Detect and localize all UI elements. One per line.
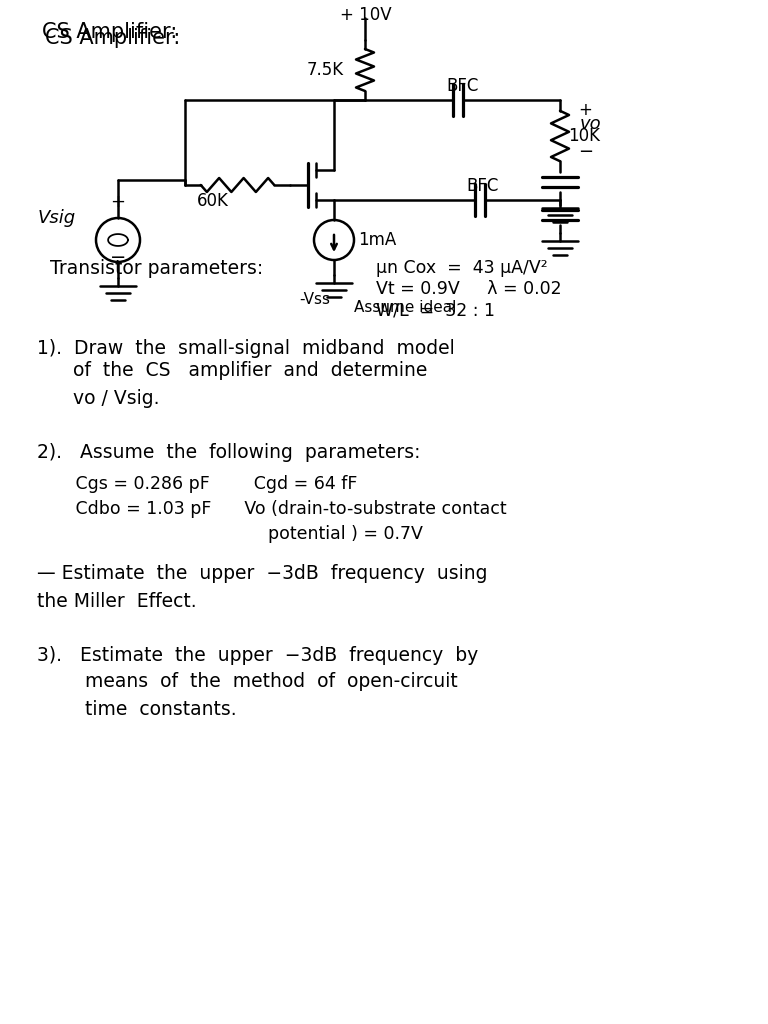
Text: μn Cox  =  43 μA/V²: μn Cox = 43 μA/V² [376, 259, 548, 278]
Text: — Estimate  the  upper  −3dB  frequency  using: — Estimate the upper −3dB frequency usin… [37, 564, 488, 583]
Text: Transistor parameters:: Transistor parameters: [50, 259, 263, 278]
Text: -Vss: -Vss [299, 293, 330, 307]
Text: means  of  the  method  of  open-circuit: means of the method of open-circuit [37, 673, 458, 691]
Text: vo: vo [580, 115, 601, 133]
Text: 3).   Estimate  the  upper  −3dB  frequency  by: 3). Estimate the upper −3dB frequency by [37, 646, 478, 665]
Text: Cdbo = 1.03 pF      Vo (drain-to-substrate contact: Cdbo = 1.03 pF Vo (drain-to-substrate co… [37, 500, 506, 518]
Text: the Miller  Effect.: the Miller Effect. [37, 592, 197, 610]
Text: BFC: BFC [446, 77, 478, 95]
Text: BFC: BFC [466, 177, 498, 195]
Text: 10K: 10K [568, 127, 600, 145]
Text: −: − [578, 143, 593, 161]
Text: W/L  =  32 : 1: W/L = 32 : 1 [376, 301, 495, 319]
Text: Assume ideal: Assume ideal [354, 300, 456, 315]
Text: + 10V: + 10V [340, 6, 392, 24]
Text: Vsig: Vsig [38, 209, 76, 227]
Text: 60K: 60K [197, 193, 229, 210]
Text: vo / Vsig.: vo / Vsig. [37, 389, 160, 408]
Text: 1mA: 1mA [358, 231, 396, 249]
Text: +: + [110, 193, 125, 211]
Text: of  the  CS   amplifier  and  determine: of the CS amplifier and determine [37, 361, 427, 380]
Text: −: − [110, 249, 127, 267]
Text: CS Amplifier:: CS Amplifier: [45, 28, 180, 48]
Text: 1).  Draw  the  small-signal  midband  model: 1). Draw the small-signal midband model [37, 339, 455, 357]
Text: time  constants.: time constants. [37, 700, 237, 719]
Text: +: + [578, 101, 592, 119]
Text: Vt = 0.9V     λ = 0.02: Vt = 0.9V λ = 0.02 [376, 280, 562, 298]
Text: CS Amplifier:: CS Amplifier: [42, 22, 177, 42]
Text: Cgs = 0.286 pF        Cgd = 64 fF: Cgs = 0.286 pF Cgd = 64 fF [37, 475, 357, 494]
Text: 2).   Assume  the  following  parameters:: 2). Assume the following parameters: [37, 443, 420, 462]
Text: potential ) = 0.7V: potential ) = 0.7V [37, 524, 422, 543]
Text: 7.5K: 7.5K [307, 61, 344, 79]
